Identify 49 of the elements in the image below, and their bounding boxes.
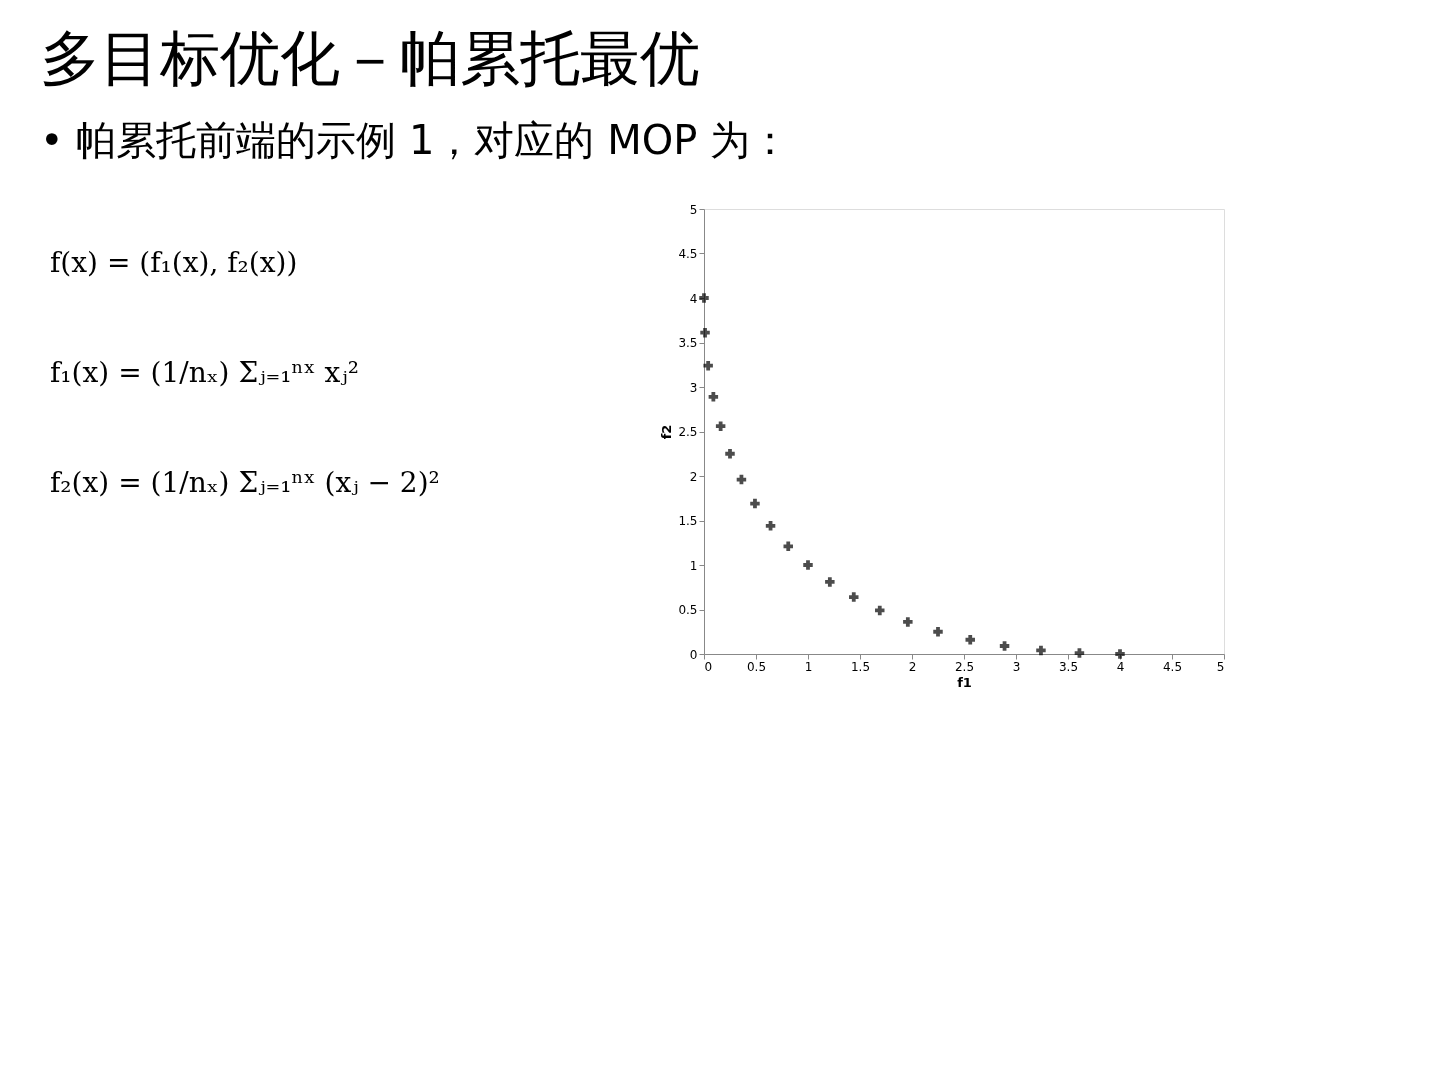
x-tick-label: 3 — [1012, 659, 1021, 674]
point — [1036, 645, 1046, 656]
point — [715, 421, 726, 431]
point — [825, 577, 835, 587]
y-tick-label: 3 — [689, 380, 698, 395]
x-tick-label: 0 — [704, 659, 713, 674]
point — [875, 605, 885, 616]
point — [750, 498, 760, 509]
x-tick-label: 2 — [908, 659, 917, 674]
x-tick-label: 1 — [804, 659, 813, 674]
point — [849, 592, 859, 602]
point — [783, 541, 793, 552]
x-tick-label: 2.5 — [954, 659, 975, 674]
point — [725, 449, 735, 459]
y-tick-label: 2 — [689, 469, 698, 484]
y-tick-label: 1 — [689, 558, 698, 573]
point — [965, 635, 975, 645]
point — [699, 293, 709, 303]
point — [1074, 648, 1085, 658]
point — [700, 327, 710, 338]
y-tick-label: 2.5 — [678, 425, 698, 439]
text: f(x) = (f₁(x), f₂(x)) — [50, 246, 298, 279]
point — [1115, 649, 1125, 659]
y-tick-label: 3.5 — [678, 336, 698, 350]
y-tick-label: 4.5 — [678, 247, 698, 261]
point — [803, 560, 813, 570]
point — [703, 360, 713, 371]
text: f₁(x) = (1/nₓ) Σⱼ₌₁ⁿˣ xⱼ² — [50, 356, 359, 389]
x-tick-label: 4.5 — [1162, 659, 1183, 674]
x-axis-title: f1 — [957, 674, 972, 690]
y-tick-label: 0 — [689, 647, 698, 662]
point — [765, 521, 776, 531]
x-tick-label: 3.5 — [1058, 659, 1079, 674]
y-axis-title: f2 — [659, 424, 675, 440]
point — [903, 617, 913, 627]
y-tick-label: 4 — [689, 291, 698, 306]
x-tick-label: 0.5 — [746, 659, 767, 674]
text: f₂(x) = (1/nₓ) Σⱼ₌₁ⁿˣ (xⱼ − 2)² — [50, 466, 440, 499]
x-tick-label: 5 — [1216, 659, 1225, 674]
chart-title: 多目标优化－帕累托最优 — [40, 22, 700, 93]
chart-subtitle: • 帕累托前端的示例 1，对应的 MOP 为： — [40, 116, 791, 163]
point — [933, 627, 943, 637]
y-tick-label: 1.5 — [678, 514, 698, 528]
point — [999, 641, 1010, 651]
y-tick-label: 5 — [689, 202, 698, 217]
x-tick-label: 4 — [1116, 659, 1125, 674]
x-tick-label: 1.5 — [850, 659, 871, 674]
point — [708, 392, 719, 402]
y-tick-label: 0.5 — [678, 603, 698, 617]
